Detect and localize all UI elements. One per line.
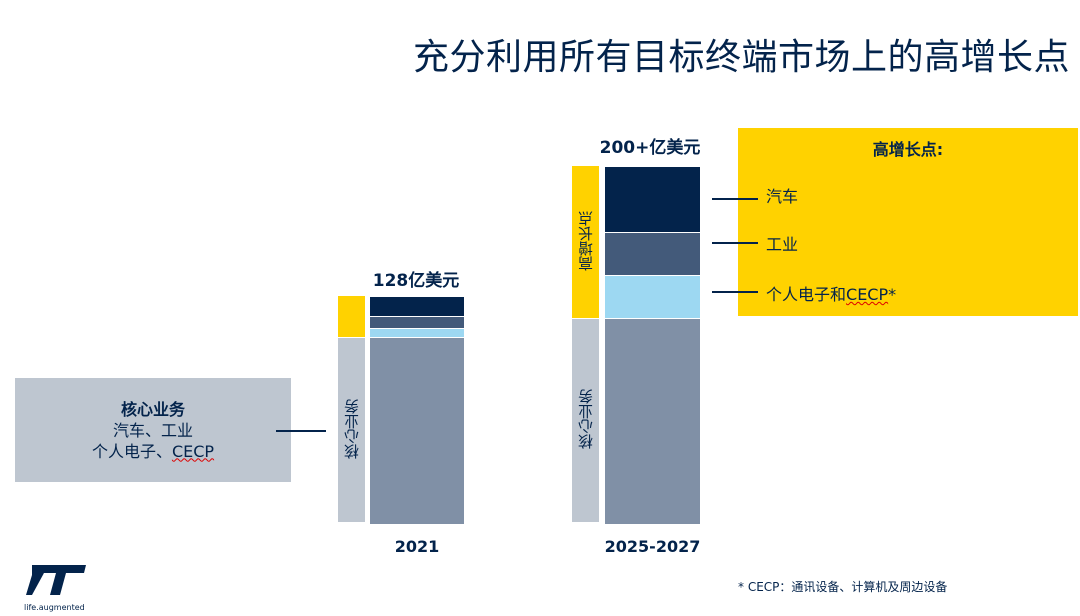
growth-side-label: 高增长点 (577, 211, 595, 271)
growth-legend-box: 高增长点: (738, 128, 1078, 316)
core-business-box: 核心业务 汽车、工业 个人电子、CECP (15, 378, 291, 482)
bar-segment-auto-2025-2027 (605, 166, 700, 233)
bar-segment-core-2021 (370, 337, 464, 524)
st-logo-icon (26, 565, 86, 595)
connector-line (276, 430, 326, 432)
growth-side-bar-2021 (338, 296, 365, 338)
core-box-line2-term: CECP (171, 441, 215, 461)
st-logo: life.augmented (24, 563, 94, 613)
industrial-label: 工业 (766, 235, 799, 254)
bar-segment-personal-2025-2027 (605, 274, 700, 318)
bar-segment-core-2025-2027 (605, 317, 700, 524)
industrial-leader-line (712, 242, 758, 244)
logo-tagline: life.augmented (24, 603, 85, 612)
bar-segment-industrial-2025-2027 (605, 232, 700, 275)
personal-label-suffix: * (888, 285, 897, 304)
year-label-2025: 2025-2027 (604, 537, 701, 556)
auto-leader-line (712, 198, 758, 200)
page-title: 充分利用所有目标终端市场上的高增长点 (412, 37, 1070, 78)
bar-segment-auto-2021 (370, 296, 464, 316)
core-side-bar-2025-2027 (572, 318, 599, 522)
footnote: * CECP：通讯设备、计算机及周边设备 (738, 580, 948, 594)
bar-segment-industrial-2021 (370, 315, 464, 329)
growth-legend-title: 高增长点: (872, 140, 944, 159)
total-label-2025: 200+亿美元 (599, 138, 701, 158)
core-box-line2: 个人电子、CECP (15, 441, 291, 462)
core-side-label: 核心业务 (577, 389, 595, 450)
core-box-line2-prefix: 个人电子、 (91, 441, 172, 461)
core-box-title: 核心业务 (120, 399, 185, 419)
personal-leader-line (712, 291, 758, 293)
growth-side-bar-2025-2027 (572, 166, 599, 318)
core-box-line1: 汽车、工业 (112, 420, 193, 440)
total-label-2021: 128亿美元 (372, 271, 460, 291)
core-side-label-wrap-2021: 核心业务 (338, 336, 365, 522)
personal-label-term: CECP (846, 285, 889, 304)
year-label-2021: 2021 (394, 537, 440, 556)
bar-segment-personal-2021 (370, 328, 464, 338)
personal-label-prefix: 个人电子和 (766, 285, 847, 304)
personal-label: 个人电子和CECP* (766, 281, 896, 305)
growth-side-label-wrap: 高增长点 (572, 165, 599, 317)
core-side-bar-2021 (338, 338, 365, 522)
core-side-label-wrap-2025: 核心业务 (572, 317, 599, 522)
auto-label: 汽车 (766, 187, 799, 206)
core-side-label: 核心业务 (343, 399, 361, 459)
